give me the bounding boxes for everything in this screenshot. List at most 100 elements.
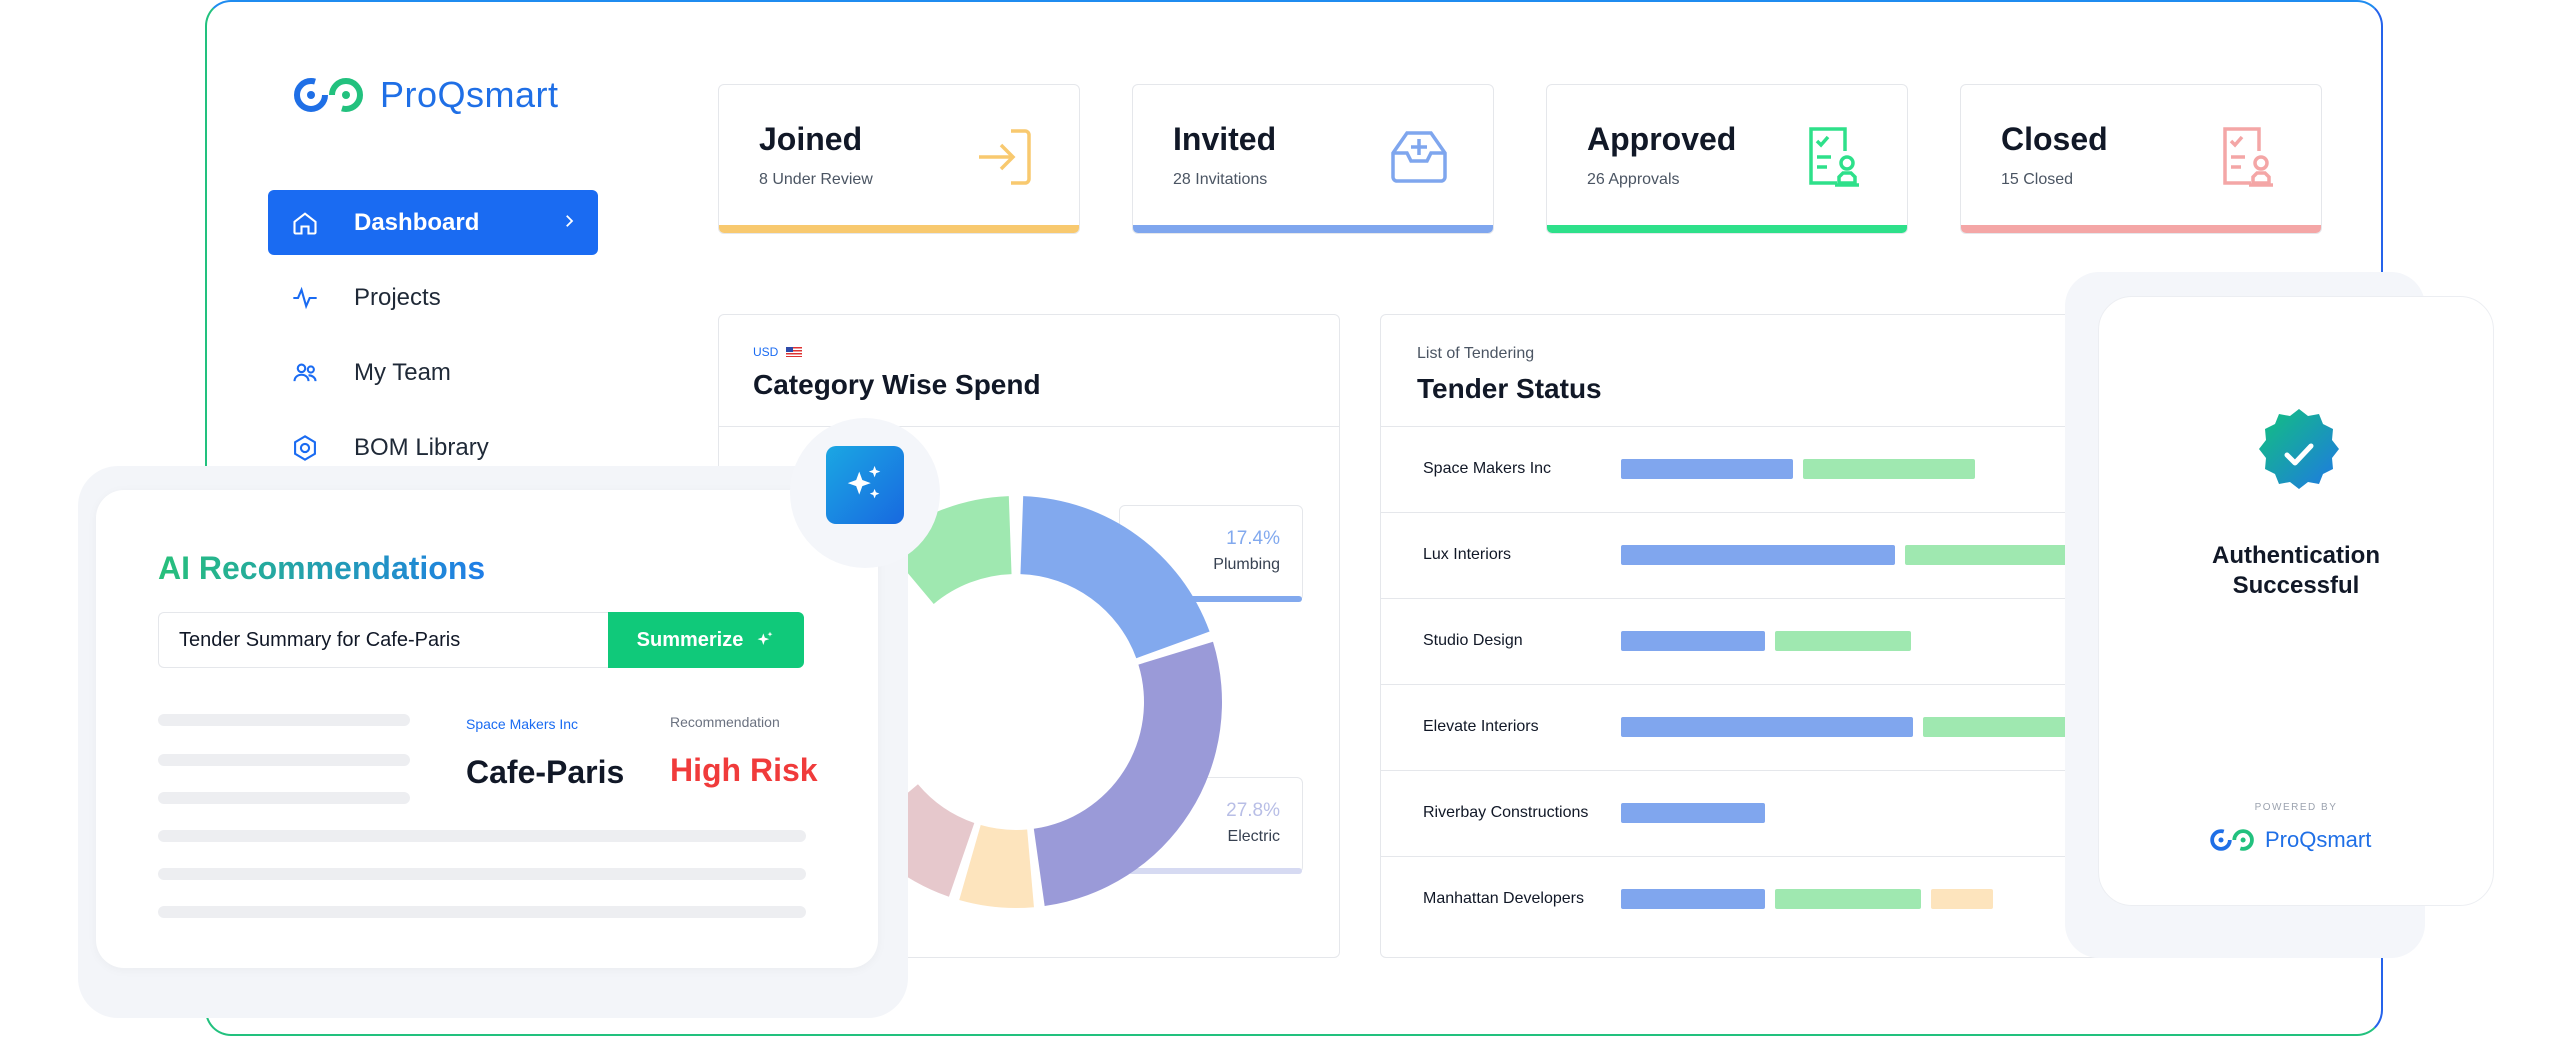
sidebar-item-dashboard[interactable]: Dashboard xyxy=(268,190,598,255)
stat-title: Joined xyxy=(759,121,863,157)
tender-progress-segment xyxy=(1931,889,1993,909)
tender-status-header: List of Tendering Tender Status xyxy=(1381,315,2325,427)
currency-label[interactable]: USD xyxy=(753,345,1305,359)
tender-row[interactable]: Elevate Interiors xyxy=(1381,685,2325,771)
auth-success-card: Authentication Successful POWERED BY Pro… xyxy=(2098,296,2494,906)
sidebar-item-label: My Team xyxy=(354,358,451,386)
legend-label: Electric xyxy=(1227,828,1280,845)
sidebar-item-projects[interactable]: Projects xyxy=(268,265,598,330)
verified-badge-icon xyxy=(2259,409,2339,489)
tender-row[interactable]: Space Makers Inc xyxy=(1381,427,2325,513)
library-icon xyxy=(290,433,320,463)
tender-row-name: Studio Design xyxy=(1423,632,1523,649)
tender-summary-input[interactable] xyxy=(158,612,608,668)
stat-subtitle: 26 Approvals xyxy=(1587,171,1680,188)
chevron-right-icon xyxy=(560,209,578,237)
stat-bar xyxy=(719,225,1079,233)
app-logo[interactable]: ProQsmart xyxy=(292,74,559,116)
donut-slice-electric xyxy=(1033,641,1222,906)
donut-slice xyxy=(959,825,1034,908)
login-arrow-icon xyxy=(979,129,1031,185)
sparkle-icon xyxy=(757,631,773,645)
skeleton-line xyxy=(158,868,806,880)
legend-label: Plumbing xyxy=(1213,556,1280,573)
stat-title: Approved xyxy=(1587,121,1737,157)
stat-card-joined[interactable]: Joined 8 Under Review xyxy=(718,84,1080,234)
company-value: Cafe-Paris xyxy=(466,754,625,790)
skeleton-line xyxy=(158,714,410,726)
tender-progress-segment xyxy=(1621,631,1765,651)
activity-icon xyxy=(290,283,320,313)
auth-brand-text: ProQsmart xyxy=(2265,827,2372,852)
legend-underline xyxy=(1128,868,1302,874)
us-flag-icon xyxy=(786,347,803,357)
stat-bar xyxy=(1547,225,1907,233)
sidebar-item-label: Projects xyxy=(354,283,441,311)
ai-recommendations-card: AI Recommendations Summerize Space Maker… xyxy=(96,490,878,968)
approval-doc-icon xyxy=(1809,127,1859,187)
sidebar-item-my-team[interactable]: My Team xyxy=(268,340,598,405)
stat-card-approved[interactable]: Approved 26 Approvals xyxy=(1546,84,1908,234)
tender-progress-segment xyxy=(1775,631,1911,651)
skeleton-line xyxy=(158,830,806,842)
tender-status-subtitle: List of Tendering xyxy=(1417,345,1535,362)
skeleton-line xyxy=(158,754,410,766)
sidebar-nav: Dashboard Projects My Team BOM Library xyxy=(268,190,598,490)
closed-doc-icon xyxy=(2223,127,2273,187)
tender-row-name: Lux Interiors xyxy=(1423,546,1512,563)
sidebar-item-bom-library[interactable]: BOM Library xyxy=(268,415,598,480)
auth-message-line2: Successful xyxy=(2232,572,2360,599)
stat-bar xyxy=(1961,225,2321,233)
tender-row-name: Manhattan Developers xyxy=(1423,890,1584,907)
tender-progress-segment xyxy=(1621,889,1765,909)
tender-progress-segment xyxy=(1905,545,2077,565)
stat-bar xyxy=(1133,225,1493,233)
tender-status-title: Tender Status xyxy=(1417,373,1602,404)
team-icon xyxy=(290,358,320,388)
tender-row[interactable]: Studio Design xyxy=(1381,599,2325,685)
tender-row[interactable]: Lux Interiors xyxy=(1381,513,2325,599)
stat-title: Invited xyxy=(1173,121,1277,157)
ai-sparkle-button[interactable] xyxy=(826,446,904,524)
tender-progress-segment xyxy=(1803,459,1975,479)
tender-row[interactable]: Riverbay Constructions xyxy=(1381,771,2325,857)
category-spend-header: USD Category Wise Spend xyxy=(719,315,1339,427)
sidebar-item-label: Dashboard xyxy=(354,208,480,236)
sparkle-icon xyxy=(847,465,881,499)
auth-message: Authentication Successful xyxy=(2099,541,2493,601)
legend-underline xyxy=(1128,596,1302,602)
tender-progress-segment xyxy=(1621,459,1793,479)
home-icon xyxy=(290,208,320,238)
stat-subtitle: 28 Invitations xyxy=(1173,171,1268,188)
proqsmart-logo-icon xyxy=(294,78,363,112)
stat-subtitle: 15 Closed xyxy=(2001,171,2074,188)
stat-title: Closed xyxy=(2001,121,2108,157)
inbox-plus-icon xyxy=(1391,131,1447,183)
skeleton-line xyxy=(158,906,806,918)
company-label: Space Makers Inc xyxy=(466,716,579,732)
tender-progress-segment xyxy=(1621,717,1913,737)
category-spend-title: Category Wise Spend xyxy=(753,369,1041,400)
tender-row[interactable]: Manhattan Developers xyxy=(1381,857,2325,943)
app-logo-text: ProQsmart xyxy=(380,74,559,115)
tender-row-name: Riverbay Constructions xyxy=(1423,804,1589,821)
auth-brand-logo: ProQsmart xyxy=(2209,827,2371,853)
tender-progress-segment xyxy=(1775,889,1921,909)
currency-code: USD xyxy=(753,345,779,359)
stat-card-closed[interactable]: Closed 15 Closed xyxy=(1960,84,2322,234)
category-spend-donut-chart xyxy=(858,496,1222,908)
stat-card-invited[interactable]: Invited 28 Invitations xyxy=(1132,84,1494,234)
tender-progress-segment xyxy=(1621,545,1895,565)
donut-slice-plumbing xyxy=(1020,496,1210,659)
recommendation-label: Recommendation xyxy=(670,714,780,730)
ai-recommendations-heading: AI Recommendations xyxy=(158,550,486,586)
summarize-button[interactable]: Summerize xyxy=(608,612,804,668)
tender-row-name: Elevate Interiors xyxy=(1423,718,1539,735)
recommendation-value: High Risk xyxy=(670,752,818,788)
skeleton-line xyxy=(158,792,410,804)
powered-by-label: POWERED BY xyxy=(2254,802,2338,813)
legend-pct: 17.4% xyxy=(1226,528,1280,549)
tender-status-list: Space Makers Inc Lux Interiors Studio Desi… xyxy=(1381,427,2325,943)
legend-pct: 27.8% xyxy=(1226,800,1280,821)
tender-row-name: Space Makers Inc xyxy=(1423,460,1552,477)
